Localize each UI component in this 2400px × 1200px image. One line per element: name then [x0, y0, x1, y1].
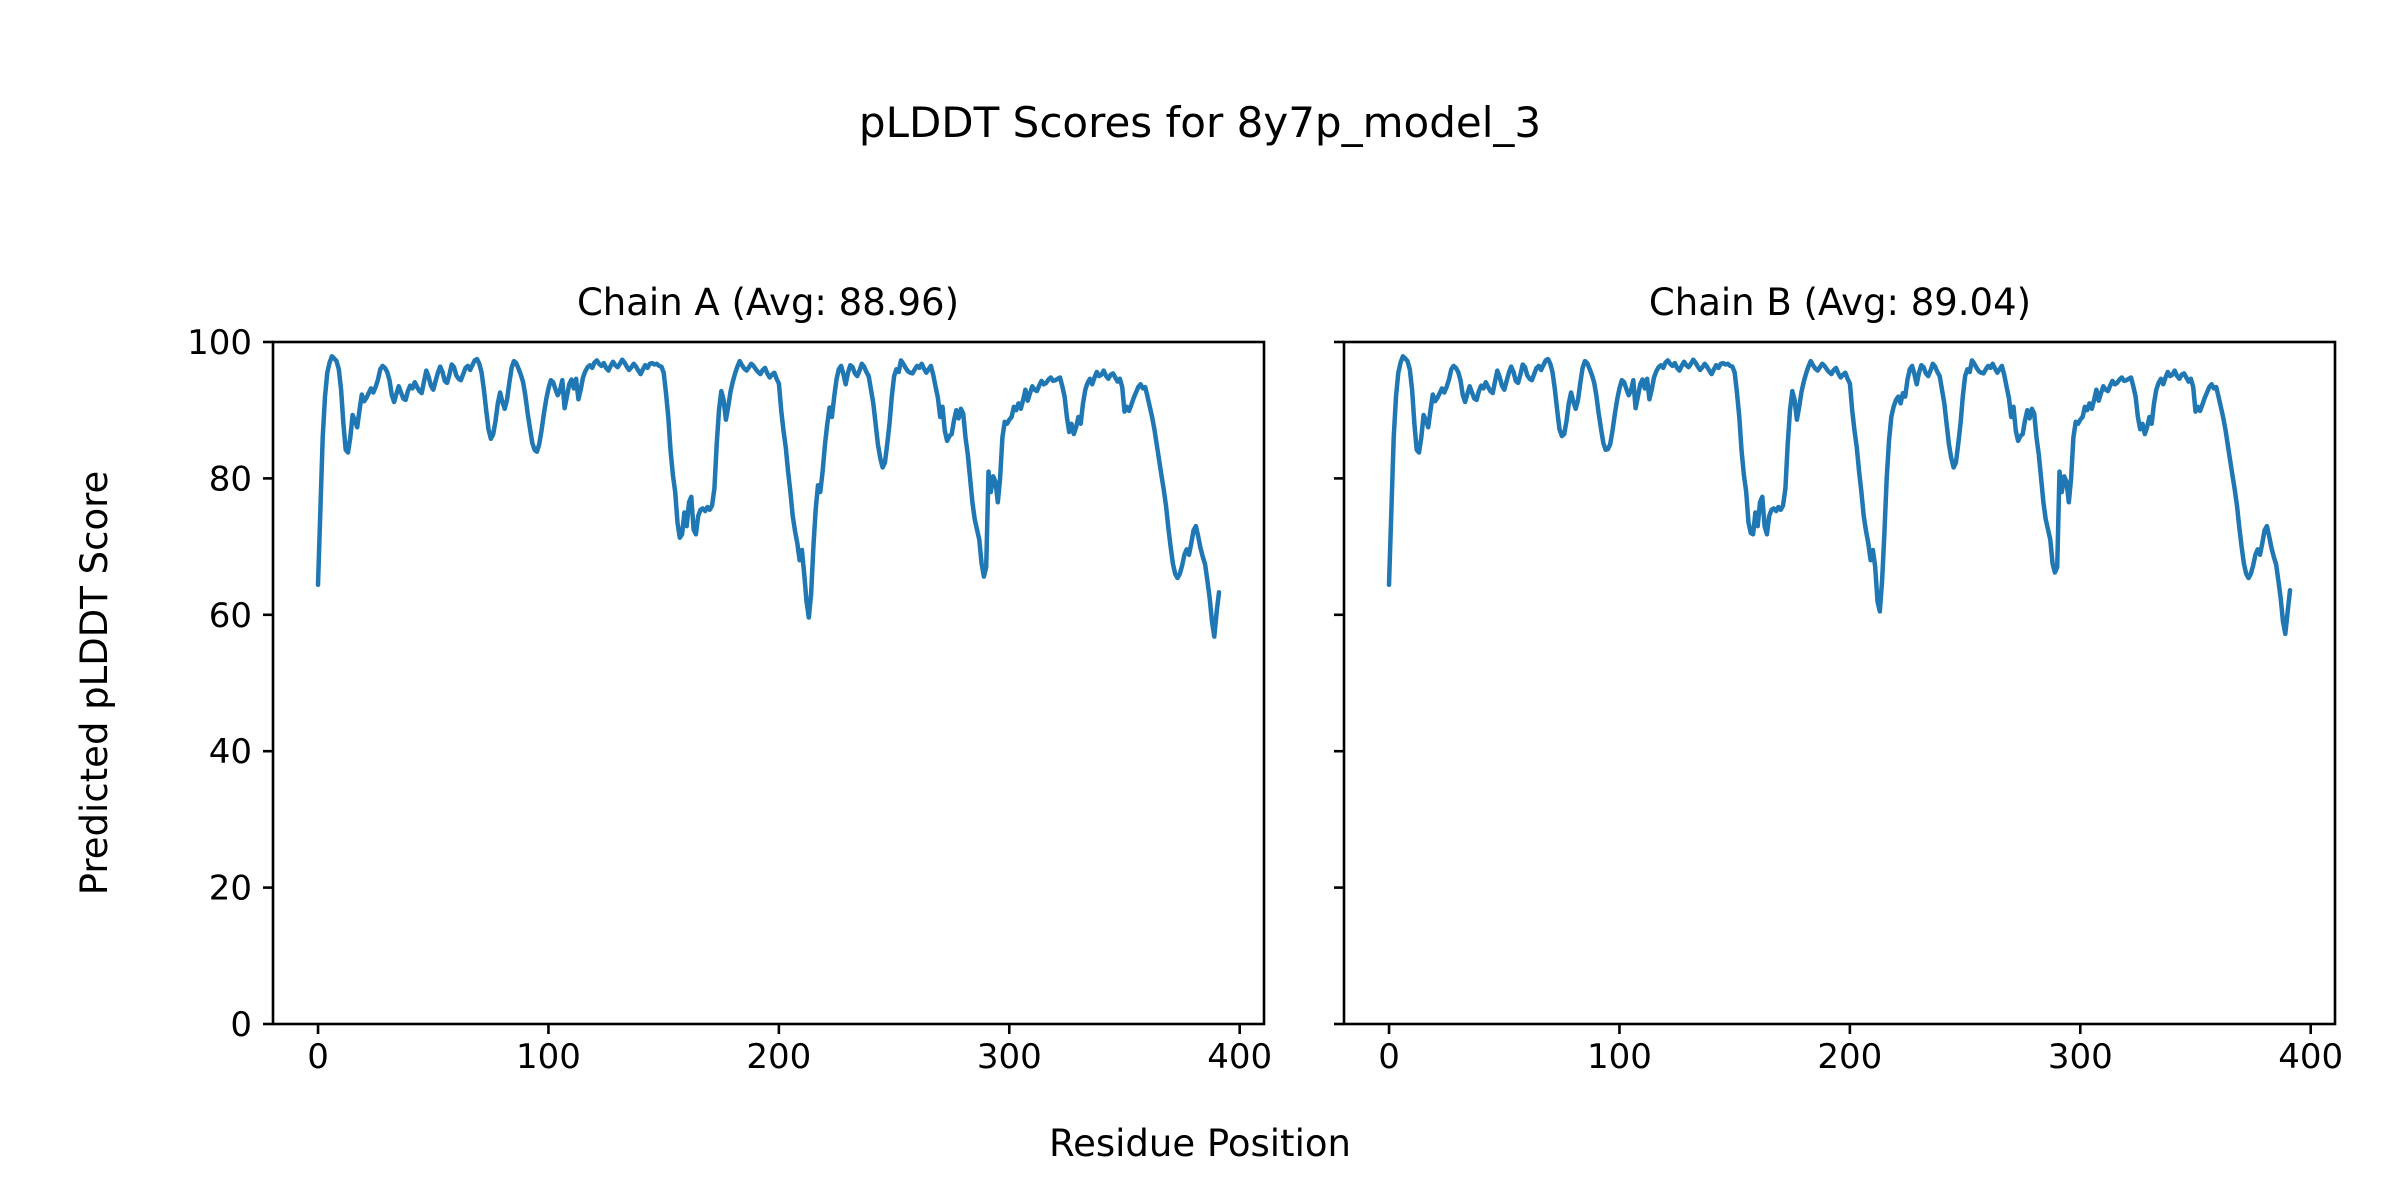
x-tick-label: 0: [307, 1037, 329, 1077]
y-tick-label: 40: [209, 732, 252, 772]
y-tick-label: 60: [209, 596, 252, 636]
x-axis-label: Residue Position: [1049, 1122, 1351, 1165]
subplot-b-title: Chain B (Avg: 89.04): [1649, 281, 2031, 324]
axes-spines: [271, 340, 1266, 1026]
x-tick-label: 400: [1207, 1037, 1272, 1077]
x-tick-label: 100: [1587, 1037, 1652, 1077]
subplot-a-title: Chain A (Avg: 88.96): [577, 281, 959, 324]
plddt-line-chain-b: [1386, 354, 2293, 637]
plddt-line-chain-a: [315, 354, 1222, 639]
y-tick-label: 80: [209, 459, 252, 499]
subplot-chain-a: 0 100 200 300 400 0 20 40 60 80 100: [187, 323, 1272, 1077]
y-axis-label: Predicted pLDDT Score: [73, 471, 116, 896]
x-tick-label: 100: [516, 1037, 581, 1077]
y-tick-label: 0: [230, 1005, 252, 1045]
x-tick-label: 300: [977, 1037, 1042, 1077]
x-tick-label: 200: [1817, 1037, 1882, 1077]
y-tick-label: 100: [187, 323, 252, 363]
subplot-chain-b: 0 100 200 300 400: [1334, 340, 2343, 1077]
y-tick-label: 20: [209, 869, 252, 909]
axes-spines: [1342, 340, 2337, 1026]
x-tick-label: 300: [2048, 1037, 2113, 1077]
x-tick-label: 200: [746, 1037, 811, 1077]
x-tick-label: 0: [1378, 1037, 1400, 1077]
x-tick-label: 400: [2278, 1037, 2343, 1077]
figure-title: pLDDT Scores for 8y7p_model_3: [859, 98, 1541, 147]
